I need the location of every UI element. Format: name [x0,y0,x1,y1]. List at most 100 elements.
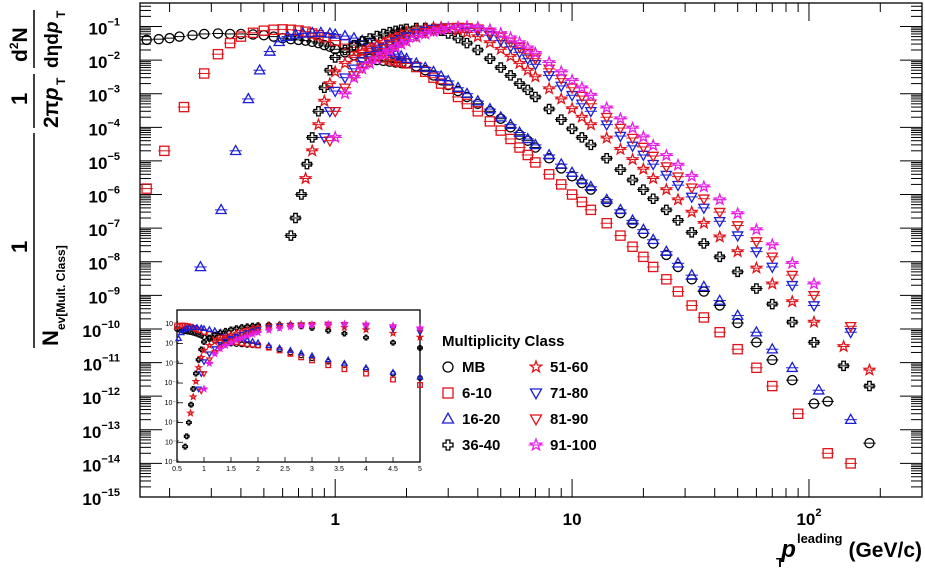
inset-tick-labels: 0.5 1 1.5 2 2.5 3 3.5 4 4.5 5 10⁻¹ 10⁻² 10⁻³ 10⁻⁴ 10⁻⁵… [165,321,423,473]
data-point [235,31,247,42]
data-point [341,330,348,337]
data-point [198,68,210,79]
data-point [522,84,534,96]
data-point [730,244,745,258]
data-point [389,368,397,375]
data-point [822,448,833,459]
data-point [199,384,209,393]
data-point [191,376,201,386]
data-point [787,374,798,386]
legend-label: MB [462,359,485,376]
data-point [323,26,337,38]
data-point [212,48,224,60]
data-point [505,133,516,145]
data-point [242,92,255,104]
data-point [565,83,579,95]
data-point [542,148,556,160]
data-point [470,19,485,34]
data-point [311,117,326,131]
data-point [636,129,651,143]
data-point [188,392,198,401]
data-point [306,36,318,48]
inset-x-tick-label: 1.5 [226,466,236,473]
data-point [226,330,236,339]
x-axis-title-sub: T [776,555,784,570]
y-axis-tick-labels: 10−1 10−2 10−3 10−4 10−5 10−6 10−7 10−8 10−9 10−1… [82,16,120,509]
data-point [636,161,651,176]
data-point [185,323,194,331]
data-point [346,50,361,64]
data-point [575,91,589,103]
data-point [390,339,396,346]
plot-frame [139,2,923,498]
data-point [494,110,507,122]
data-point [584,99,598,111]
y-tick-label: 10−15 [82,487,120,509]
data-point [296,321,306,330]
data-point [341,366,348,373]
data-point [217,329,224,336]
legend-label: 51-60 [550,359,588,376]
data-point [210,337,220,346]
data-point [864,437,875,449]
legend-label: 91-100 [550,437,597,454]
data-point [248,329,257,338]
data-point [493,41,508,56]
data-point [751,337,762,348]
data-point [864,380,875,392]
data-point [626,213,639,225]
data-point [419,60,432,72]
data-point [263,44,277,56]
data-point [615,230,626,241]
data-point [786,280,799,292]
data-point [205,325,214,332]
data-point [482,35,497,49]
data-point [686,300,697,311]
data-point [188,401,194,408]
data-point [750,247,763,259]
data-point [285,322,295,331]
data-point [415,323,425,332]
y-tick-label: 10−7 [89,218,120,240]
data-point [348,39,360,51]
data-point [625,120,640,135]
inset-x-tick-label: 1 [202,466,206,473]
y-tick-label: 10−2 [89,50,120,72]
data-point [329,106,342,118]
data-point [442,439,454,451]
y-tick-label: 10−14 [82,453,120,475]
data-point [807,301,821,313]
data-point [290,212,301,224]
data-point [583,87,598,102]
data-point [441,411,455,424]
data-point [749,222,764,236]
data-point [159,145,170,157]
data-point [399,34,414,48]
data-point [512,35,527,49]
data-point [297,349,305,356]
data-point [460,87,474,99]
data-point [328,64,343,78]
data-point [346,70,361,84]
inset-y-tick-label: 10⁻⁸ [165,459,179,466]
data-point [647,261,659,273]
y-title-term1-num: 1 [7,241,32,253]
data-point [614,123,627,135]
data-point [732,266,743,278]
data-point [836,339,851,353]
data-point [248,337,257,344]
legend-label: 6-10 [462,385,492,402]
inset-x-tick-label: 2 [256,466,260,473]
data-point [638,251,649,263]
data-point [205,357,214,364]
x-axis-title-unit: (GeV/c) [848,539,922,562]
data-point [627,241,638,252]
data-point [513,125,526,137]
data-point [362,363,370,371]
data-point [766,342,779,354]
data-point [554,64,569,78]
y-tick-label: 10−12 [82,386,120,408]
data-point [442,387,454,399]
data-point [838,360,849,372]
data-point [226,338,236,347]
